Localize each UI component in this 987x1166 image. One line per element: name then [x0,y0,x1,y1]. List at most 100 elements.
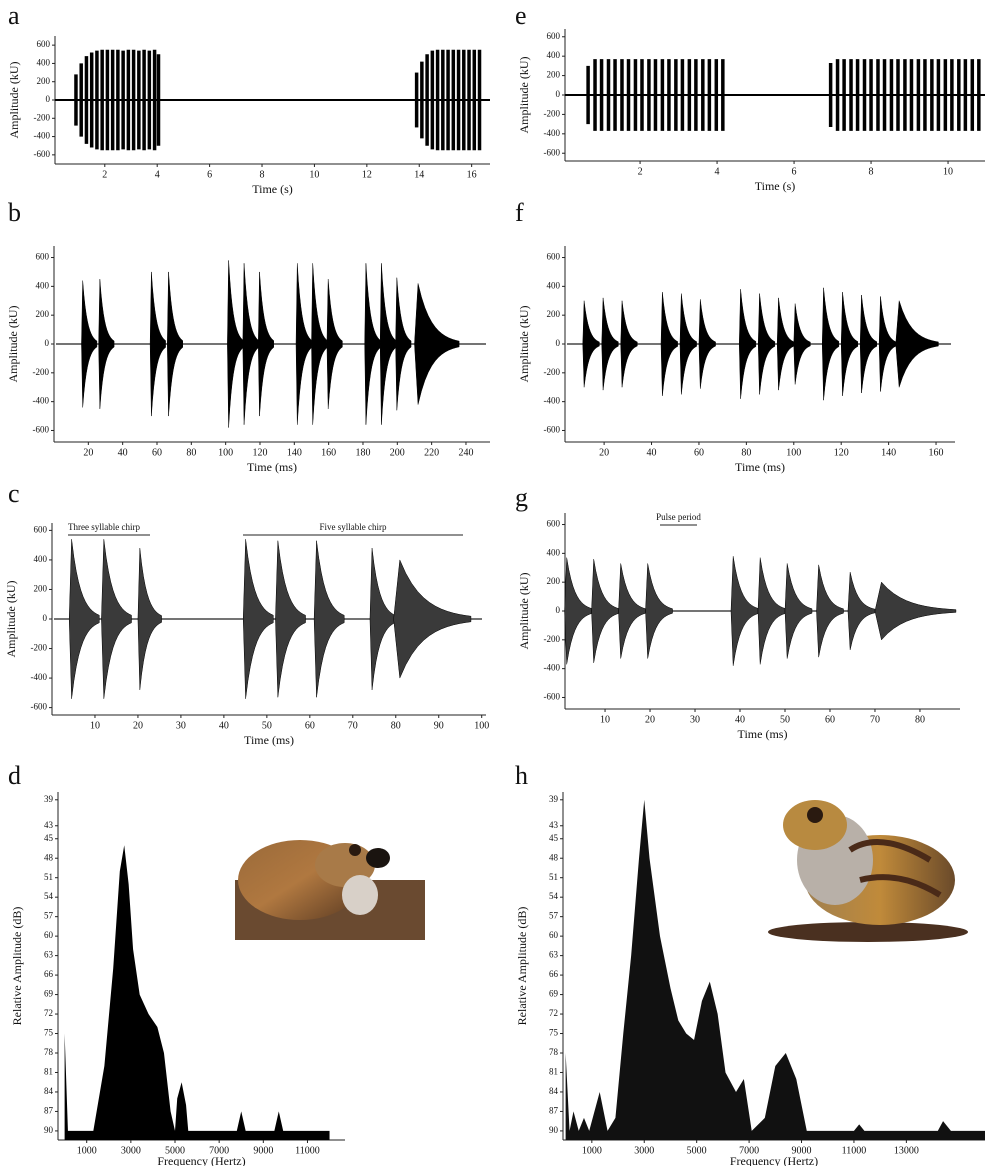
syllable [895,300,939,388]
panel: e -600 -400 -200 0 200 400 600 2 4 6 8 10 Time (s) Amp… [515,1,985,193]
y-tick-label: 48 [44,852,54,862]
y-tick-label: 400 [36,280,50,290]
x-tick-label: 11000 [842,1145,867,1156]
y-tick-label: -600 [34,149,51,159]
y-tick-label: 84 [549,1086,559,1096]
x-axis-label: Time (s) [252,182,293,196]
panel: g -600 -400 -200 0 200 400 600 10 20 30 40 50 60 70 80 T… [515,483,960,741]
panel-letter: a [8,1,20,30]
y-axis-label: Relative Amplitude (dB) [515,907,529,1026]
x-tick-label: 50 [262,720,272,731]
y-tick-label: 81 [549,1067,558,1077]
x-tick-label: 5000 [165,1145,185,1156]
y-tick-label: 75 [44,1028,54,1038]
syllable [379,263,396,425]
y-tick-label: -400 [34,131,51,141]
y-tick-label: 63 [549,950,559,960]
syllable [793,303,811,385]
syllable [98,279,115,409]
x-tick-label: 1000 [582,1145,602,1156]
y-tick-label: -600 [544,425,561,435]
x-tick-label: 20 [133,720,143,731]
y-tick-label: 78 [44,1047,54,1057]
x-tick-label: 10 [309,169,319,180]
y-tick-label: 600 [547,519,561,529]
syllable [821,287,840,401]
y-tick-label: -600 [33,425,50,435]
x-tick-label: 12 [362,169,372,180]
panel-letter: f [515,198,524,227]
y-tick-label: 0 [556,89,561,99]
x-tick-label: 100 [218,447,233,458]
syllable [393,558,472,680]
y-tick-label: 69 [549,989,559,999]
frog-photo [235,840,425,940]
x-tick-label: 70 [348,720,358,731]
y-tick-label: 400 [547,50,561,60]
x-tick-label: 8 [869,166,874,177]
y-tick-label: -200 [544,634,561,644]
x-tick-label: 3000 [121,1145,141,1156]
x-tick-label: 14 [414,169,424,180]
y-tick-label: -600 [31,702,48,712]
syllable [369,548,397,690]
x-tick-label: 220 [424,447,439,458]
y-tick-label: 51 [549,872,558,882]
y-tick-label: 51 [44,872,53,882]
x-tick-label: 4 [155,169,160,180]
y-tick-label: 0 [46,94,51,104]
panel: c -600 -400 -200 0 200 400 600 10 20 30 40 50 60 70 80 9… [4,479,489,747]
y-tick-label: 200 [36,309,50,319]
frog-photo [768,800,968,942]
syllable [149,271,166,417]
annotation: Pulse period [656,512,701,522]
y-tick-label: -600 [544,147,561,157]
syllable [311,263,328,425]
y-tick-label: 600 [37,39,51,49]
x-tick-label: 13000 [894,1145,919,1156]
panel-letter: h [515,761,528,790]
syllable [395,277,412,411]
y-tick-label: 600 [34,524,48,534]
y-axis-label: Amplitude (kU) [517,306,531,383]
y-tick-label: 60 [44,930,54,940]
spectrum-area [64,845,330,1140]
syllable [859,294,878,394]
syllable [364,263,381,425]
syllable [242,539,274,699]
syllable [679,293,697,395]
syllable [874,581,957,641]
x-tick-label: 80 [186,447,196,458]
syllable [730,556,759,666]
syllable [784,563,813,659]
syllable [660,292,678,396]
syllable [618,563,646,659]
x-tick-label: 80 [391,720,401,731]
y-tick-label: 600 [547,31,561,41]
x-tick-label: 4 [715,166,720,177]
y-tick-label: 39 [549,794,559,804]
y-tick-label: 81 [44,1067,53,1077]
x-tick-label: 10 [943,166,953,177]
annotation: Three syllable chirp [68,522,140,532]
syllable [816,564,844,658]
x-tick-label: 10 [600,714,610,725]
x-axis-label: Time (s) [755,179,796,193]
y-tick-label: 54 [549,891,559,901]
syllable [227,260,244,428]
x-tick-label: 140 [881,447,896,458]
y-tick-label: 200 [547,309,561,319]
y-tick-label: 66 [549,969,559,979]
panel-letter: c [8,479,20,508]
x-tick-label: 200 [390,447,405,458]
x-tick-label: 40 [118,447,128,458]
y-tick-label: 48 [549,852,559,862]
x-tick-label: 9000 [253,1145,273,1156]
panel: f -600 -400 -200 0 200 400 600 20 40 60 80 100 120 140… [515,198,955,474]
x-axis-label: Time (ms) [735,460,785,474]
x-tick-label: 240 [458,447,473,458]
x-tick-label: 9000 [792,1145,812,1156]
annotation: Five syllable chirp [320,522,387,532]
syllable [582,300,600,388]
